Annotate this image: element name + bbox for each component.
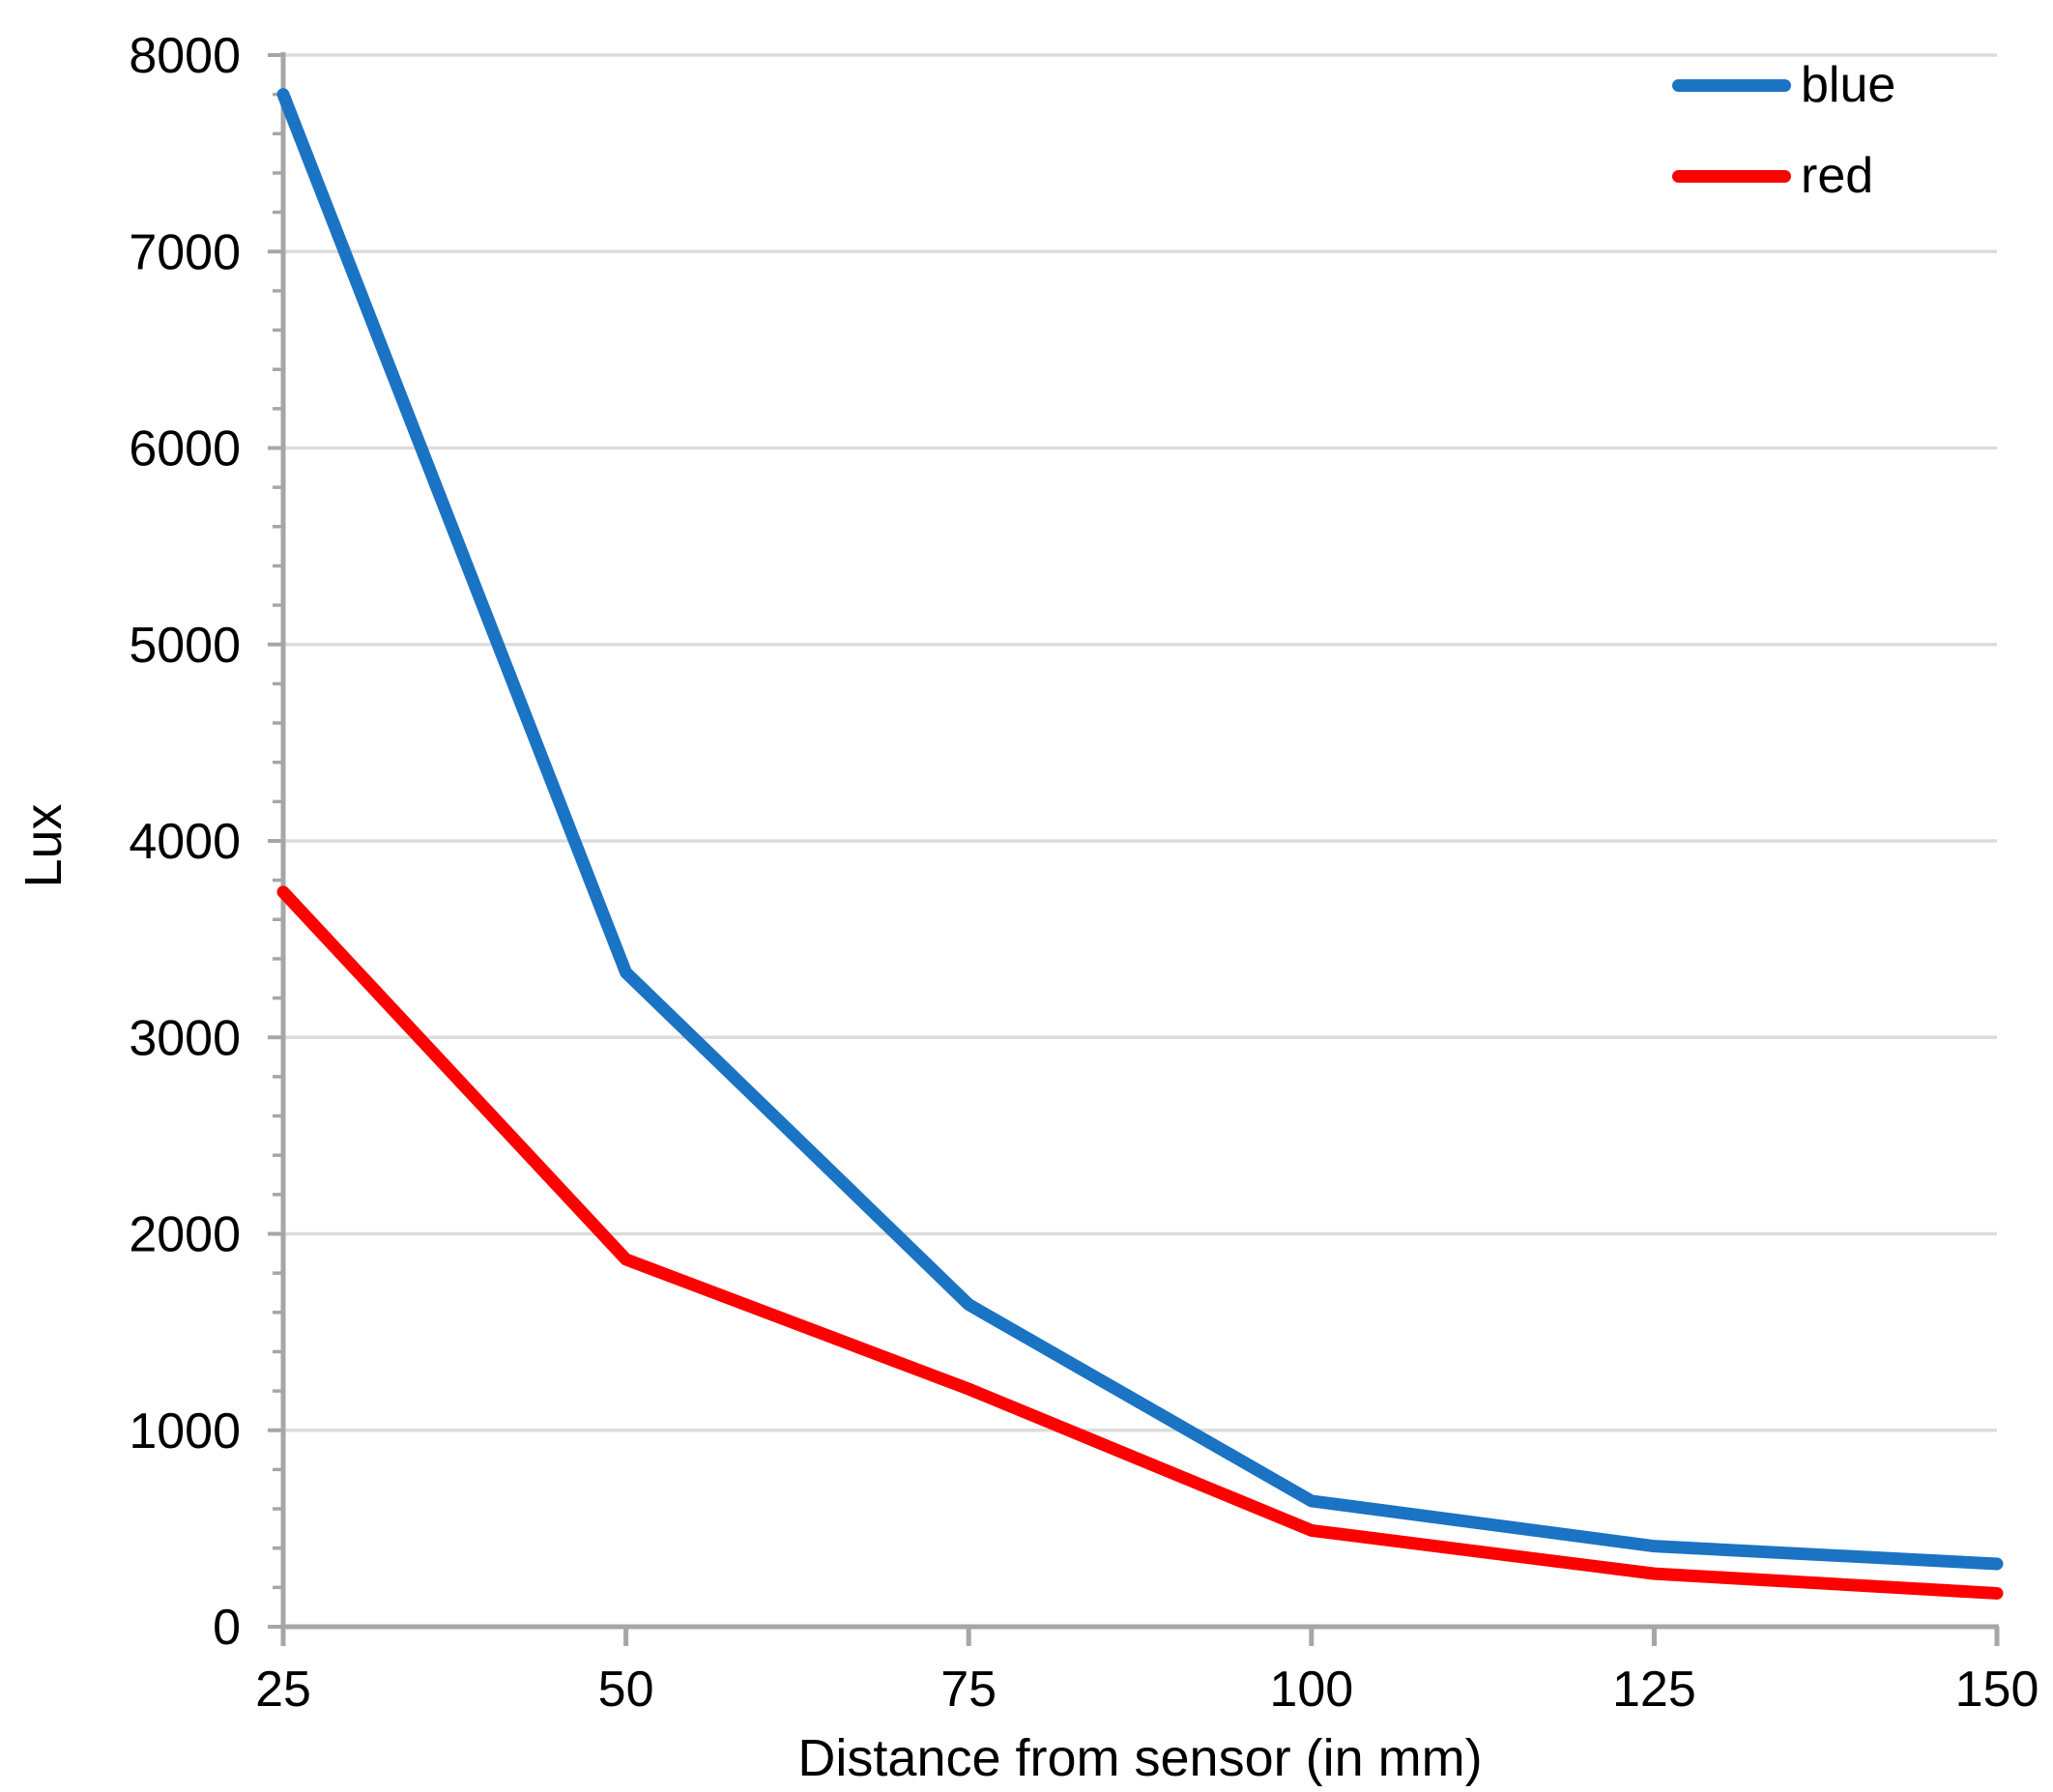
legend: blue red	[1672, 60, 1895, 201]
legend-swatch-red	[1672, 169, 1791, 183]
legend-label-red: red	[1801, 148, 1874, 204]
x-tick-label: 125	[1612, 1662, 1696, 1718]
legend-item-red: red	[1672, 151, 1895, 201]
y-tick-label: 5000	[129, 618, 241, 674]
y-tick-label: 2000	[129, 1207, 241, 1263]
x-axis-ticks	[280, 1627, 2000, 1646]
y-tick-label: 0	[213, 1600, 241, 1656]
series-line-red	[276, 885, 2004, 1600]
x-axis-tick-labels: 25 50 75 100 125 150	[255, 1662, 2039, 1718]
y-axis-tick-labels: 0 1000 2000 3000 4000 5000 6000 7000 8000	[129, 28, 241, 1656]
series-lines	[276, 88, 2004, 1600]
y-tick-label: 4000	[129, 814, 241, 870]
y-axis-ticks	[268, 53, 283, 1629]
x-tick-label: 25	[255, 1662, 311, 1718]
y-axis-title: Lux	[14, 803, 72, 888]
x-tick-label: 100	[1269, 1662, 1353, 1718]
legend-item-blue: blue	[1672, 60, 1895, 110]
y-tick-label: 3000	[129, 1010, 241, 1066]
x-axis-title: Distance from sensor (in mm)	[797, 1729, 1483, 1787]
y-tick-label: 6000	[129, 421, 241, 477]
series-line-blue	[276, 88, 2004, 1571]
x-tick-label: 50	[598, 1662, 654, 1718]
x-tick-label: 150	[1955, 1662, 2039, 1718]
legend-swatch-blue	[1672, 78, 1791, 92]
x-tick-label: 75	[940, 1662, 997, 1718]
y-tick-label: 7000	[129, 224, 241, 280]
legend-label-blue: blue	[1801, 57, 1896, 113]
y-tick-label: 1000	[129, 1403, 241, 1460]
y-tick-label: 8000	[129, 28, 241, 84]
